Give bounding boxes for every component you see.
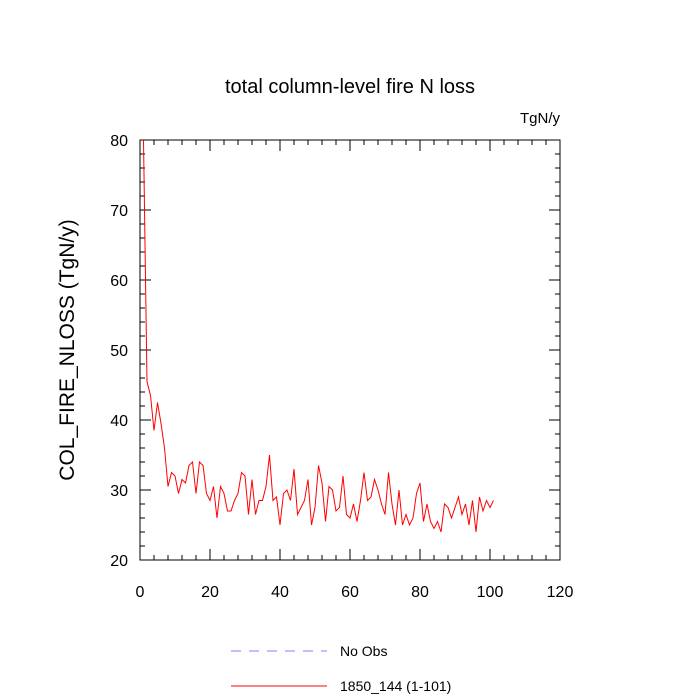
legend-label: 1850_144 (1-101) [340,678,451,694]
y-axis-label: COL_FIRE_NLOSS (TgN/y) [56,219,79,480]
x-tick-label: 120 [547,584,574,601]
y-tick-label: 50 [110,343,128,360]
x-tick-label: 80 [411,584,429,601]
y-tick-label: 30 [110,483,128,500]
x-tick-label: 0 [136,584,145,601]
axis-tick-labels: 0 20 40 60 80 100 120 20 30 40 50 60 70 80 [110,133,573,601]
series-lines [143,140,494,533]
x-tick-label: 100 [477,584,504,601]
y-tick-label: 40 [110,413,128,430]
y-tick-label: 20 [110,553,128,570]
y-tick-label: 70 [110,203,128,220]
series-line [143,140,494,533]
x-tick-label: 60 [341,584,359,601]
x-tick-label: 20 [201,584,219,601]
units-label: TgN/y [520,110,561,127]
y-tick-label: 60 [110,273,128,290]
y-tick-label: 80 [110,133,128,150]
axis-ticks [139,139,561,561]
legend-label: No Obs [340,643,387,659]
plot-frame [139,139,561,561]
x-tick-label: 40 [271,584,289,601]
chart-title: total column-level fire N loss [225,76,475,98]
legend: No Obs 1850_144 (1-101) [231,643,451,694]
